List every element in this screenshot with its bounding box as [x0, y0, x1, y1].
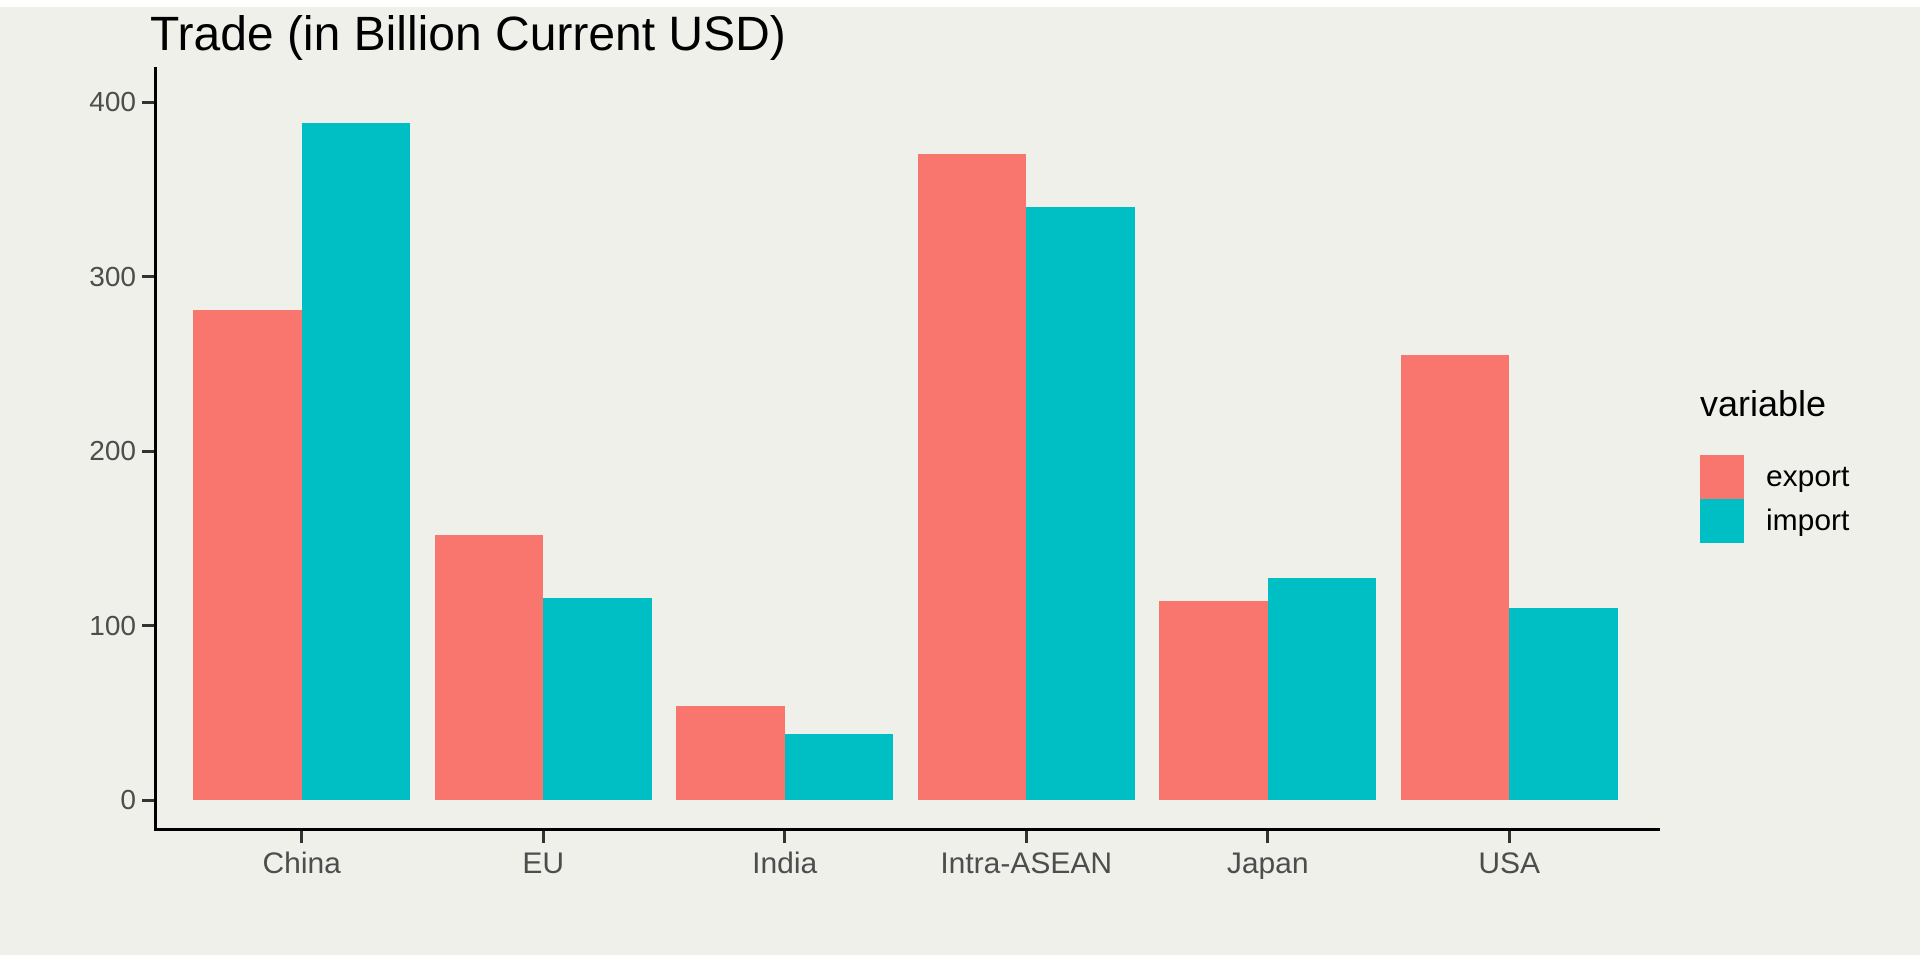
x-tick-EU [541, 831, 545, 843]
bar-import-USA [1509, 608, 1618, 800]
x-tick-label-EU: EU [522, 847, 565, 880]
legend-item-import: import [1700, 499, 1920, 543]
x-tick-India [783, 831, 787, 843]
y-tick-label-100: 100 [89, 609, 136, 641]
bar-export-China [193, 309, 302, 800]
legend-swatch-export [1700, 455, 1744, 499]
legend-label-import: import [1766, 504, 1850, 537]
x-axis-line [154, 828, 1660, 831]
bar-export-India [676, 705, 785, 800]
y-axis-line [154, 67, 157, 831]
bar-import-China [301, 122, 411, 800]
chart-title: Trade (in Billion Current USD) [150, 8, 786, 61]
legend-item-export: export [1700, 455, 1920, 499]
x-tick-label-USA: USA [1478, 847, 1541, 880]
x-tick-label-Intra-ASEAN: Intra-ASEAN [940, 847, 1113, 880]
bar-export-Japan [1159, 601, 1268, 800]
legend-swatch-import [1700, 499, 1744, 543]
x-tick-label-India: India [752, 847, 818, 880]
y-tick-0 [142, 798, 154, 802]
y-tick-300 [142, 275, 154, 278]
bar-import-Japan [1267, 578, 1377, 800]
y-tick-label-300: 300 [89, 260, 136, 292]
bar-export-USA [1400, 355, 1510, 800]
legend-items: export import [1700, 455, 1920, 543]
legend: variable export import [1700, 382, 1920, 543]
bar-export-EU [434, 534, 544, 800]
y-tick-label-400: 400 [89, 86, 136, 117]
x-tick-label-Japan: Japan [1226, 847, 1309, 880]
x-tick-Japan [1266, 831, 1270, 843]
y-tick-100 [142, 624, 154, 627]
bar-import-EU [543, 597, 652, 800]
y-tick-label-0: 0 [120, 784, 136, 815]
y-tick-200 [142, 449, 154, 453]
x-tick-label-China: China [262, 847, 341, 880]
x-tick-Intra-ASEAN [1024, 831, 1028, 843]
bar-export-Intra-ASEAN [917, 154, 1027, 800]
x-tick-China [300, 831, 304, 843]
x-tick-USA [1507, 831, 1511, 843]
bar-import-India [784, 733, 894, 800]
y-tick-400 [142, 100, 154, 104]
y-tick-label-200: 200 [89, 435, 136, 466]
legend-title: variable [1700, 383, 1827, 424]
legend-label-export: export [1766, 460, 1850, 493]
bar-import-Intra-ASEAN [1026, 206, 1135, 800]
